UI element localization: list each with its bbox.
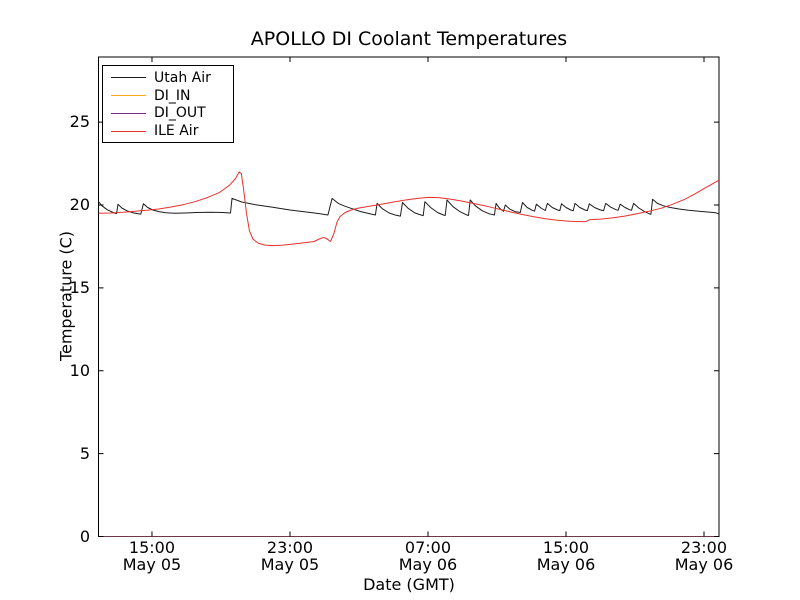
y-tick-label: 0 xyxy=(79,526,90,546)
x-tick-date: May 05 xyxy=(260,554,320,574)
legend-line-swatch xyxy=(111,130,146,132)
y-tick-label: 5 xyxy=(79,443,90,463)
x-tick-label: 15:00 May 05 xyxy=(122,538,182,574)
x-tick-time: 23:00 xyxy=(266,538,314,557)
axes-frame xyxy=(98,56,720,537)
x-tick-time: 23:00 xyxy=(680,538,728,557)
x-tick-label: 23:00 May 06 xyxy=(674,538,734,574)
y-tick-label: 10 xyxy=(69,360,90,380)
x-tick-date: May 06 xyxy=(674,554,734,574)
legend-label: DI_IN xyxy=(154,87,191,104)
legend-item: ILE Air xyxy=(111,122,233,140)
x-tick-time: 15:00 xyxy=(128,538,176,557)
legend-line-swatch xyxy=(111,112,146,114)
x-tick-date: May 06 xyxy=(536,554,596,574)
series-line-ile-air xyxy=(98,171,720,247)
x-tick-label: 15:00 May 06 xyxy=(536,538,596,574)
chart-title: APOLLO DI Coolant Temperatures xyxy=(250,28,568,50)
y-tick-label: 25 xyxy=(69,112,90,132)
legend-item: DI_OUT xyxy=(111,105,233,123)
legend-label: ILE Air xyxy=(154,123,199,140)
x-tick-label: 07:00 May 06 xyxy=(398,538,458,574)
y-tick-label: 15 xyxy=(69,277,90,297)
legend-label: DI_OUT xyxy=(154,105,206,122)
legend-line-swatch xyxy=(111,95,146,97)
x-tick-time: 07:00 xyxy=(404,538,452,557)
x-tick-date: May 05 xyxy=(122,554,182,574)
legend-item: DI_IN xyxy=(111,87,233,105)
x-tick-label: 23:00 May 05 xyxy=(260,538,320,574)
x-tick-time: 15:00 xyxy=(542,538,590,557)
legend-line-swatch xyxy=(111,77,146,79)
x-axis-label: Date (GMT) xyxy=(363,575,455,594)
legend-item: Utah Air xyxy=(111,69,233,87)
x-tick-date: May 06 xyxy=(398,554,458,574)
series-line-utah-air xyxy=(98,197,720,217)
legend: Utah Air DI_IN DI_OUT ILE Air xyxy=(102,65,234,143)
legend-label: Utah Air xyxy=(154,69,211,86)
y-tick-label: 20 xyxy=(69,195,90,214)
